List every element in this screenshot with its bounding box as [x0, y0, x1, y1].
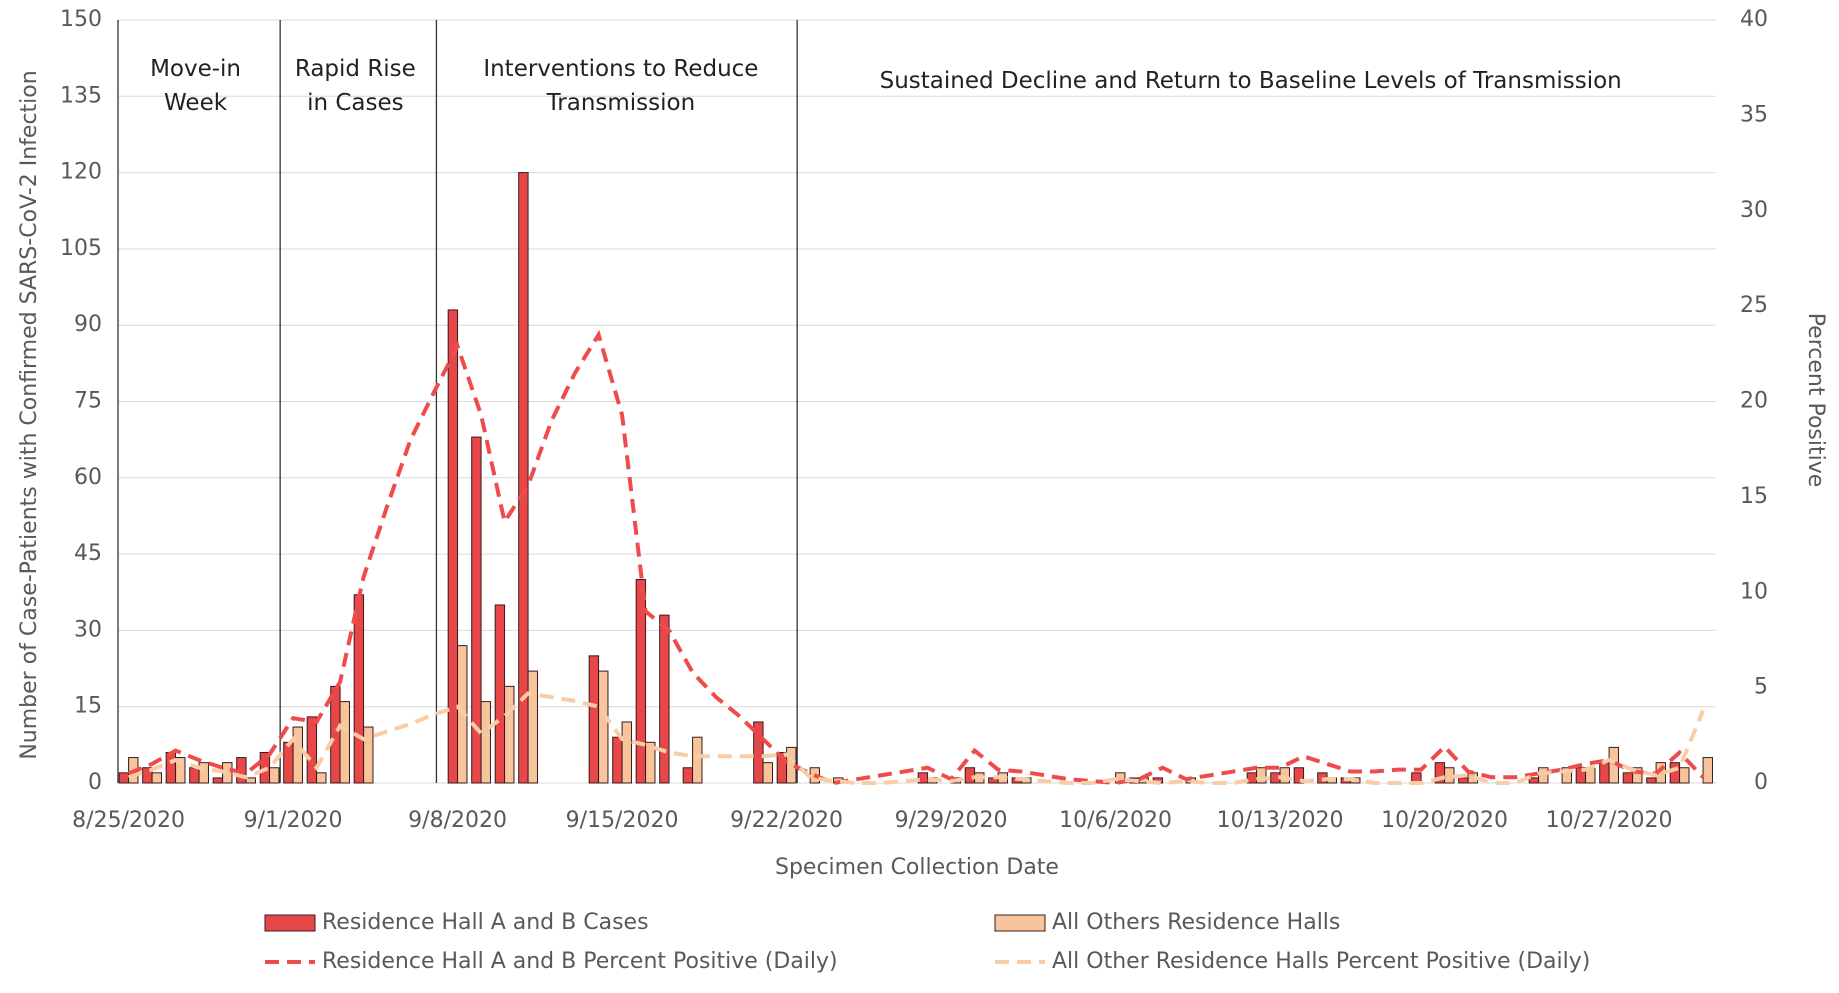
bar: [283, 741, 294, 784]
y2-tick-label: 0: [1754, 770, 1768, 795]
x-tick-label: 9/22/2020: [730, 808, 843, 833]
y2-tick-label: 30: [1740, 198, 1768, 223]
bar: [635, 579, 647, 784]
bar: [1279, 767, 1290, 784]
bar: [762, 762, 773, 784]
y-tick-label: 150: [60, 7, 102, 32]
period-annotation: Rapid Rise in Cases: [294, 56, 416, 116]
bar: [1702, 757, 1713, 784]
bar: [1646, 777, 1657, 784]
bar: [518, 172, 529, 784]
y2-tick-label: 15: [1740, 484, 1768, 509]
y-tick-label: 120: [60, 160, 102, 185]
bar: [1669, 762, 1681, 784]
bar: [212, 777, 224, 784]
x-tick-label: 10/13/2020: [1217, 808, 1344, 833]
x-tick-label: 9/29/2020: [895, 808, 1008, 833]
bar: [1293, 767, 1305, 784]
bar: [645, 741, 656, 784]
bar: [612, 736, 623, 784]
bar: [353, 594, 365, 784]
bar: [363, 726, 374, 784]
legend-label: All Other Residence Halls Percent Positi…: [1052, 949, 1590, 974]
y-tick-label: 30: [74, 617, 102, 642]
bar: [339, 701, 350, 784]
bar: [1246, 772, 1258, 784]
y-tick-label: 15: [74, 694, 102, 719]
y-tick-label: 105: [60, 236, 102, 261]
bar: [588, 655, 600, 784]
bar: [330, 685, 341, 784]
bar: [1599, 762, 1610, 784]
bar: [527, 670, 538, 784]
bar: [1561, 767, 1572, 784]
legend-label: Residence Hall A and B Cases: [322, 910, 649, 935]
x-tick-label: 10/6/2020: [1059, 808, 1172, 833]
line: [127, 329, 1705, 786]
bar: [175, 757, 186, 784]
bar: [1256, 767, 1267, 784]
bar: [118, 772, 130, 784]
bar: [692, 736, 703, 784]
y2-tick-label: 40: [1740, 7, 1768, 32]
bar: [1622, 772, 1634, 784]
bar: [753, 721, 764, 784]
y2-tick-label: 20: [1740, 389, 1768, 414]
bar: [245, 777, 256, 784]
x-tick-label: 9/1/2020: [244, 808, 343, 833]
bar: [1679, 767, 1690, 784]
bar: [306, 716, 318, 784]
line: [127, 691, 1705, 786]
y2-tick-label: 5: [1754, 675, 1768, 700]
x-tick-label: 9/8/2020: [408, 808, 507, 833]
x-tick-label: 8/25/2020: [72, 808, 185, 833]
x-tick-label: 10/20/2020: [1381, 808, 1508, 833]
legend-swatch: [264, 914, 316, 932]
legend-label: Residence Hall A and B Percent Positive …: [322, 949, 838, 974]
bar: [621, 721, 632, 784]
bar: [1458, 777, 1469, 784]
bar: [447, 309, 459, 784]
bar: [189, 767, 200, 784]
bar: [316, 772, 327, 784]
y-tick-label: 135: [60, 83, 102, 108]
period-annotation: Interventions to Reduce Transmission: [483, 56, 759, 116]
bar: [1444, 767, 1455, 784]
legend-label: All Others Residence Halls: [1052, 910, 1340, 935]
y2-tick-label: 10: [1740, 579, 1768, 604]
bar: [165, 751, 177, 784]
y2-axis-title: Percent Positive: [1803, 313, 1828, 488]
y-tick-label: 45: [74, 541, 102, 566]
y-tick-label: 75: [74, 389, 102, 414]
bar: [494, 604, 506, 784]
bar: [1538, 767, 1549, 784]
bar: [151, 772, 162, 784]
y2-tick-label: 25: [1740, 293, 1768, 318]
bar: [598, 670, 609, 784]
period-annotation: Sustained Decline and Return to Baseline…: [879, 68, 1622, 94]
period-annotation: Move-in Week: [150, 56, 242, 116]
bar: [198, 762, 209, 784]
y-axis-title: Number of Case-Patients with Confirmed S…: [17, 70, 42, 759]
y2-tick-label: 35: [1740, 102, 1768, 127]
bar: [682, 767, 694, 784]
y-tick-label: 60: [74, 465, 102, 490]
bar: [471, 436, 482, 784]
y-tick-label: 90: [74, 312, 102, 337]
x-tick-label: 9/15/2020: [566, 808, 679, 833]
bar: [659, 614, 670, 784]
bar: [480, 701, 491, 784]
x-axis-title: Specimen Collection Date: [775, 855, 1059, 880]
legend-swatch: [994, 914, 1046, 932]
bar: [504, 685, 515, 784]
bar: [292, 726, 303, 784]
y-tick-label: 0: [88, 770, 102, 795]
x-tick-label: 10/27/2020: [1546, 808, 1673, 833]
bar: [964, 767, 976, 784]
bar: [1632, 767, 1643, 784]
bar: [269, 767, 280, 784]
